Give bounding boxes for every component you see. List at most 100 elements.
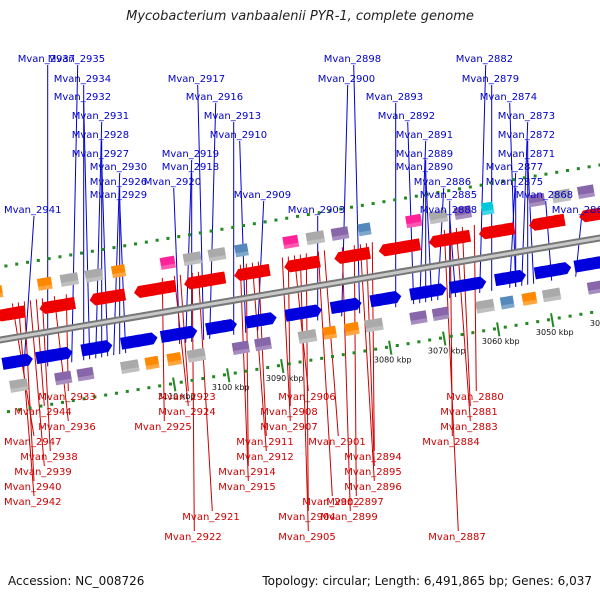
top-gene-label: Mvan_2879 xyxy=(462,74,519,85)
track-dot xyxy=(533,174,537,178)
bottom-feature-block xyxy=(0,284,4,300)
bottom-feature-block xyxy=(453,205,473,220)
bottom-leader-line xyxy=(161,277,165,422)
top-feature-block xyxy=(120,359,140,375)
bottom-gene-label: Mvan_2911 xyxy=(236,437,293,448)
bottom-gene-label: Mvan_2894 xyxy=(344,452,401,463)
track-dot xyxy=(449,334,453,338)
track-dot xyxy=(123,244,127,248)
bottom-gene-label: Mvan_2922 xyxy=(164,532,221,543)
track-dot xyxy=(501,180,505,184)
top-gene-label: Mvan_2941 xyxy=(4,205,61,216)
track-dot xyxy=(438,336,442,340)
track-dot xyxy=(566,168,570,172)
track-dot xyxy=(287,362,291,366)
top-gene-label: Mvan_2893 xyxy=(366,92,423,103)
track-dot xyxy=(536,320,540,324)
top-feature-block xyxy=(144,355,160,370)
track-dot xyxy=(28,406,32,410)
track-dot xyxy=(590,310,594,314)
track-dot xyxy=(222,373,226,377)
bottom-feature-block xyxy=(527,192,546,208)
bottom-leader-line xyxy=(287,256,291,407)
bottom-gene-label: Mvan_2933 xyxy=(38,392,95,403)
bottom-feature-block xyxy=(357,222,372,237)
bottom-leader-line xyxy=(293,255,309,392)
top-gene-label: Mvan_2919 xyxy=(162,149,219,160)
track-dot xyxy=(285,216,289,220)
reverse-gene xyxy=(133,284,147,298)
top-feature-block xyxy=(475,298,495,314)
track-dot xyxy=(296,214,300,218)
top-gene-label: Mvan_2916 xyxy=(186,92,243,103)
reverse-gene xyxy=(89,292,106,306)
bottom-leader-line xyxy=(41,298,51,452)
track-dot xyxy=(177,235,181,239)
top-feature-block xyxy=(586,280,600,295)
reverse-gene xyxy=(284,259,300,273)
track-dot xyxy=(39,404,43,408)
genome-backbone xyxy=(0,234,600,344)
track-dot xyxy=(276,364,280,368)
bottom-gene-label: Mvan_2908 xyxy=(260,407,317,418)
track-dot xyxy=(231,225,235,229)
kbp-tick xyxy=(172,377,177,392)
track-dot xyxy=(352,351,356,355)
track-dot xyxy=(460,332,464,336)
track-dot xyxy=(136,388,140,392)
track-dot xyxy=(147,386,151,390)
top-feature-block xyxy=(431,306,450,322)
top-leader-line xyxy=(527,159,535,284)
track-dot xyxy=(298,360,302,364)
top-feature-block xyxy=(186,347,207,363)
top-leader-line xyxy=(341,84,349,317)
top-feature-block xyxy=(254,336,272,352)
track-dot xyxy=(404,196,408,200)
top-gene-label: Mvan_2932 xyxy=(54,92,111,103)
top-feature-block xyxy=(9,378,29,393)
track-dot xyxy=(417,340,421,344)
track-dot xyxy=(15,262,19,266)
top-gene-label: Mvan_2900 xyxy=(318,74,375,85)
top-gene-label: Mvan_2888 xyxy=(420,205,477,216)
track-dot xyxy=(492,327,496,331)
track-dot xyxy=(579,312,583,316)
track-dot xyxy=(317,211,321,215)
bottom-leader-line xyxy=(359,244,375,482)
top-leader-line xyxy=(509,102,517,287)
track-dot xyxy=(555,170,559,174)
top-leader-line xyxy=(185,159,193,343)
track-dot xyxy=(522,176,526,180)
top-feature-block xyxy=(541,287,562,303)
top-leader-line xyxy=(95,121,103,359)
track-dot xyxy=(341,353,345,357)
bottom-gene-label: Mvan_2921 xyxy=(182,512,239,523)
track-dot xyxy=(4,264,8,268)
track-dot xyxy=(514,323,518,327)
bottom-feature-block xyxy=(576,184,595,199)
top-feature-block xyxy=(231,340,250,356)
bottom-feature-block xyxy=(428,209,449,225)
top-gene-label: Mvan_2885 xyxy=(420,190,477,201)
bottom-gene-label: Mvan_2923 xyxy=(158,392,215,403)
bottom-gene-label: Mvan_2942 xyxy=(4,497,61,508)
bottom-gene-label: Mvan_2883 xyxy=(440,422,497,433)
track-dot xyxy=(179,380,183,384)
track-dot xyxy=(90,249,94,253)
top-gene-label: Mvan_2927 xyxy=(72,149,129,160)
forward-gene xyxy=(1,355,20,370)
kbp-tick xyxy=(442,331,447,346)
bottom-feature-block xyxy=(207,247,227,262)
bottom-gene-label: Mvan_2938 xyxy=(20,452,77,463)
track-dot xyxy=(47,257,51,261)
reverse-gene xyxy=(529,217,544,231)
top-feature-block xyxy=(521,291,538,306)
track-dot xyxy=(252,222,256,226)
kbp-label: 3040 kbp xyxy=(590,319,600,328)
top-gene-label: Mvan_2875 xyxy=(486,177,543,188)
track-dot xyxy=(328,209,332,213)
top-gene-label: Mvan_2917 xyxy=(168,74,225,85)
kbp-tick xyxy=(280,358,285,374)
